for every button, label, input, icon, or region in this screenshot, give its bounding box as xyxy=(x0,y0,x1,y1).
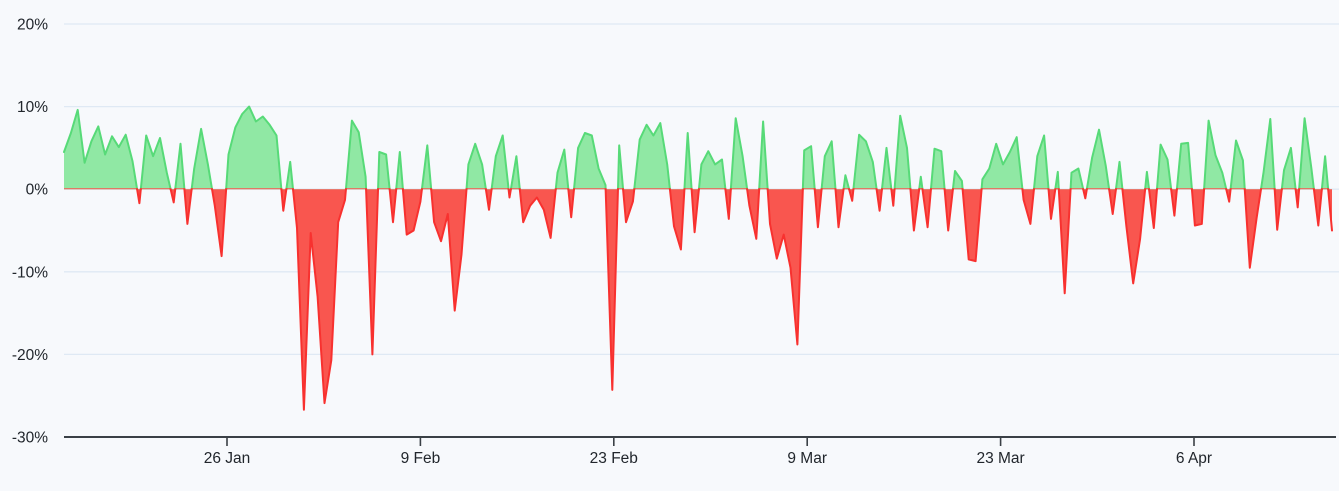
y-tick-label: -20% xyxy=(12,347,48,364)
y-tick-label: 0% xyxy=(26,182,49,199)
y-axis-labels: 20% 10% 0% -10% -20% -30% xyxy=(12,17,48,447)
y-tick-label: -30% xyxy=(12,430,48,447)
x-tick-label: 6 Apr xyxy=(1176,450,1212,467)
x-tick-label: 9 Feb xyxy=(401,450,441,467)
series-area-negative xyxy=(64,188,1333,411)
x-tick-label: 9 Mar xyxy=(787,450,827,467)
series-area-positive xyxy=(63,105,1332,191)
x-tick-label: 23 Mar xyxy=(976,450,1024,467)
x-axis-labels: 26 Jan 9 Feb 23 Feb 9 Mar 23 Mar 6 Apr xyxy=(204,450,1212,467)
x-tick-label: 26 Jan xyxy=(204,450,251,467)
x-tick-label: 23 Feb xyxy=(590,450,638,467)
y-tick-label: 10% xyxy=(17,99,48,116)
y-tick-label: -10% xyxy=(12,264,48,281)
y-tick-label: 20% xyxy=(17,17,48,34)
x-axis-ticks xyxy=(226,438,1195,446)
